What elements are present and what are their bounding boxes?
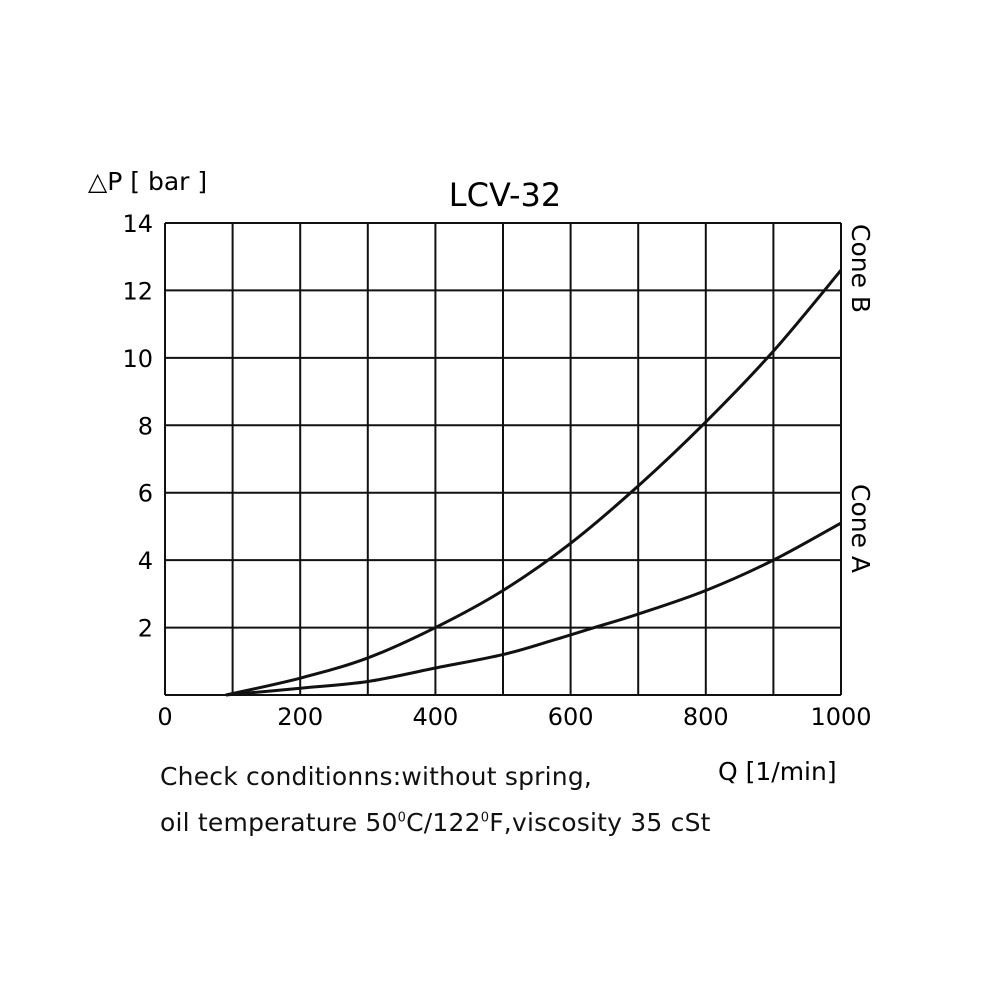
note-text: F,viscosity 35 cSt [489, 808, 711, 837]
degree-sign: 0 [397, 810, 407, 826]
y-tick-label: 8 [138, 412, 153, 440]
note-text: oil temperature 50 [160, 808, 398, 837]
x-tick-label: 200 [277, 703, 323, 731]
y-tick-label: 2 [138, 615, 153, 643]
note-text: C/122 [406, 808, 481, 837]
y-tick-label: 4 [138, 547, 153, 575]
tick-labels: 0 200 400 600 800 1000 2 4 6 8 10 12 14 [122, 210, 871, 731]
chart-title: LCV-32 [449, 176, 561, 214]
grid [164, 222, 842, 696]
x-tick-label: 1000 [810, 703, 871, 731]
y-axis-label: △P [ bar ] [88, 167, 207, 196]
x-tick-label: 800 [683, 703, 729, 731]
x-axis-label: Q [1/min] [718, 757, 837, 786]
series-label-cone-a: Cone A [846, 484, 875, 573]
x-tick-label: 600 [548, 703, 594, 731]
y-tick-label: 14 [122, 210, 153, 238]
y-tick-label: 12 [122, 277, 153, 305]
degree-sign: 0 [480, 810, 490, 826]
x-tick-label: 0 [157, 703, 172, 731]
x-tick-label: 400 [412, 703, 458, 731]
series-lines [225, 269, 843, 697]
test-conditions-line-1: Check conditionns:without spring, [160, 762, 593, 791]
y-tick-label: 10 [122, 345, 153, 373]
y-tick-label: 6 [138, 480, 153, 508]
series-label-cone-b: Cone B [846, 224, 875, 313]
series-line-cone-a [225, 521, 842, 697]
series-line-cone-b [225, 269, 843, 697]
test-conditions-line-2: oil temperature 500C/1220F,viscosity 35 … [160, 808, 711, 837]
